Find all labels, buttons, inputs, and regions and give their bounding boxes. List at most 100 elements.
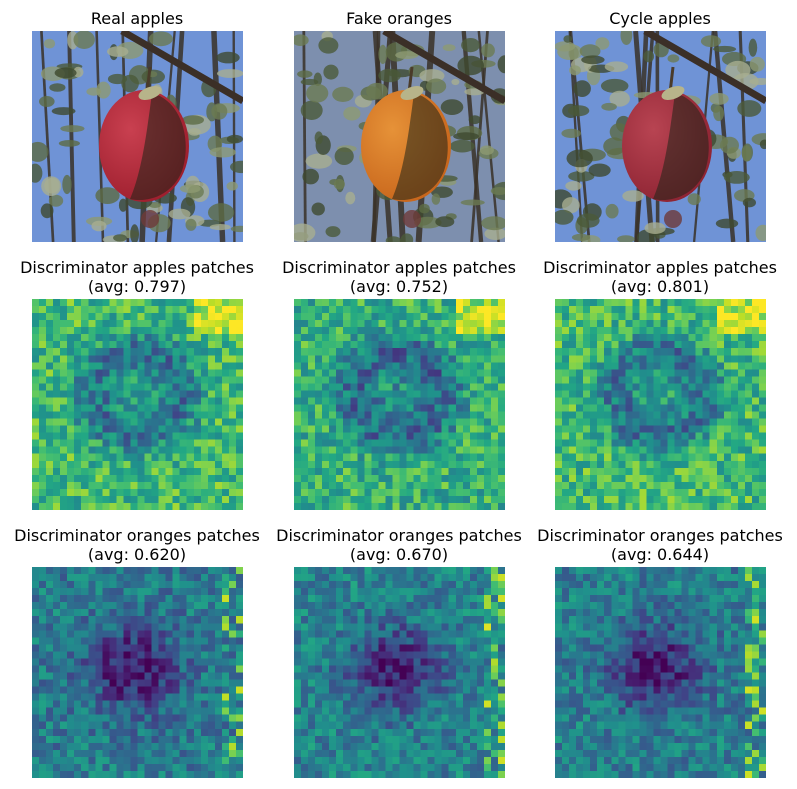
heatmap-cell — [88, 306, 96, 314]
heatmap-cell — [434, 679, 443, 688]
heatmap-cell — [322, 735, 330, 744]
heatmap-cell — [116, 763, 125, 772]
heatmap-cell — [555, 574, 563, 582]
heatmap-cell — [144, 397, 153, 406]
heatmap-cell — [639, 432, 648, 441]
heatmap-cell — [32, 502, 40, 510]
heatmap-cell — [207, 630, 216, 638]
foliage-leaf — [737, 100, 762, 117]
heatmap-cell — [315, 320, 323, 328]
heatmap-cell — [483, 467, 492, 476]
heatmap-cell — [336, 581, 344, 589]
heatmap-cell — [144, 637, 153, 645]
heatmap-cell — [172, 481, 181, 490]
heatmap-cell — [469, 763, 478, 772]
heatmap-cell — [32, 707, 40, 716]
heatmap-cell — [399, 299, 408, 307]
heatmap-cell — [371, 616, 379, 624]
heatmap-cell — [193, 686, 202, 695]
heatmap-cell — [399, 502, 408, 510]
heatmap-cell — [448, 707, 457, 716]
heatmap-cell — [322, 306, 330, 314]
heatmap-cell — [123, 763, 132, 772]
heatmap-cell — [109, 481, 117, 490]
heatmap-cell — [371, 756, 379, 765]
heatmap-cell — [455, 439, 464, 448]
heatmap-cell — [301, 502, 309, 510]
heatmap-cell — [723, 313, 732, 321]
heatmap-cell — [228, 439, 237, 448]
heatmap-cell — [60, 502, 68, 510]
heatmap-cell — [371, 609, 379, 617]
heatmap-cell — [385, 721, 394, 730]
heatmap-cell — [81, 567, 89, 575]
heatmap-cell — [597, 404, 605, 413]
heatmap-cell — [406, 581, 415, 589]
heatmap-cell — [200, 383, 209, 392]
heatmap-cell — [109, 348, 117, 356]
heatmap-cell — [151, 390, 160, 399]
heatmap-cell — [364, 644, 372, 652]
heatmap-cell — [144, 574, 153, 582]
heatmap-cell — [730, 574, 739, 582]
heatmap-cell — [583, 369, 591, 377]
heatmap-cell — [597, 390, 605, 399]
heatmap-disc-oranges-real — [32, 567, 243, 778]
heatmap-cell — [329, 460, 337, 469]
heatmap-cell — [611, 439, 619, 448]
heatmap-cell — [420, 714, 429, 723]
heatmap-cell — [32, 355, 40, 363]
heatmap-cell — [576, 502, 584, 510]
heatmap-cell — [469, 334, 478, 342]
heatmap-cell — [737, 502, 746, 510]
heatmap-cell — [329, 411, 337, 420]
heatmap-cell — [406, 502, 415, 510]
heatmap-cell — [179, 686, 188, 695]
heatmap-cell — [427, 567, 436, 575]
heatmap-cell — [758, 474, 766, 483]
heatmap-cell — [681, 481, 690, 490]
heatmap-cell — [357, 721, 365, 730]
heatmap-cell — [476, 714, 485, 723]
heatmap-cell — [116, 658, 125, 667]
heatmap-cell — [497, 411, 505, 420]
heatmap-cell — [441, 735, 450, 744]
heatmap-cell — [653, 376, 662, 384]
heatmap-cell — [322, 770, 330, 778]
heatmap-cell — [102, 418, 110, 427]
heatmap-cell — [702, 588, 711, 596]
heatmap-cell — [165, 376, 174, 384]
heatmap-cell — [39, 763, 47, 772]
heatmap-cell — [357, 658, 365, 667]
heatmap-cell — [420, 488, 429, 497]
heatmap-cell — [329, 467, 337, 476]
heatmap-cell — [723, 306, 732, 314]
heatmap-cell — [462, 355, 471, 363]
heatmap-cell — [74, 672, 82, 681]
heatmap-cell — [165, 637, 174, 645]
heatmap-cell — [193, 299, 202, 307]
heatmap-cell — [490, 404, 499, 413]
heatmap-cell — [186, 411, 195, 420]
heatmap-cell — [660, 299, 669, 307]
heatmap-cell — [123, 567, 132, 575]
heatmap-cell — [193, 418, 202, 427]
heatmap-cell — [235, 348, 243, 356]
heatmap-cell — [604, 362, 612, 370]
heatmap-cell — [737, 418, 746, 427]
heatmap-cell — [448, 432, 457, 441]
heatmap-cell — [193, 404, 202, 413]
foliage-leaf — [742, 197, 756, 208]
heatmap-cell — [434, 770, 443, 778]
heatmap-cell — [144, 735, 153, 744]
heatmap-cell — [497, 418, 505, 427]
heatmap-cell — [235, 432, 243, 441]
panel-title-disc-apples-1: Discriminator apples patches (avg: 0.797… — [6, 258, 268, 296]
heatmap-cell — [228, 651, 237, 660]
heatmap-cell — [151, 609, 160, 617]
heatmap-cell — [235, 700, 243, 709]
heatmap-cell — [604, 432, 612, 441]
heatmap-cell — [301, 756, 309, 765]
heatmap-cell — [144, 313, 153, 321]
heatmap-cell — [469, 749, 478, 758]
